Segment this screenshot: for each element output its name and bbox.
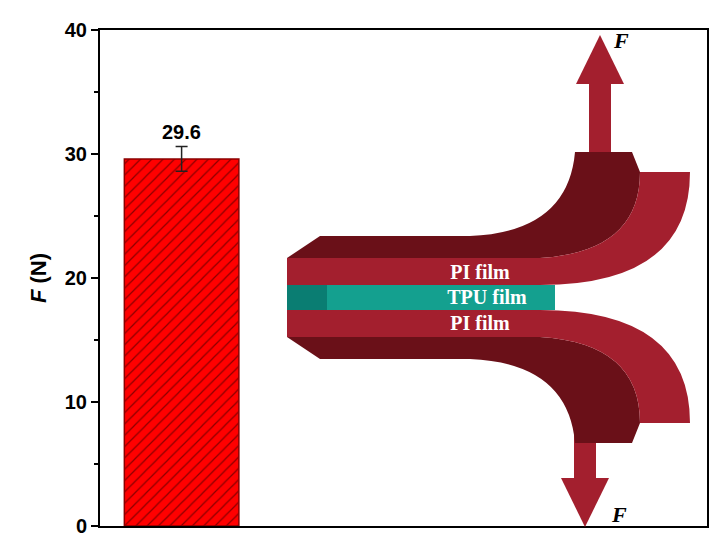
svg-text:F (N): F (N) bbox=[26, 253, 51, 303]
svg-text:29.6: 29.6 bbox=[162, 121, 201, 143]
svg-text:10: 10 bbox=[65, 391, 87, 413]
svg-text:PI film: PI film bbox=[450, 261, 510, 283]
svg-text:F: F bbox=[613, 28, 629, 53]
svg-text:PI film: PI film bbox=[450, 312, 510, 334]
svg-text:0: 0 bbox=[76, 515, 87, 537]
svg-text:20: 20 bbox=[65, 267, 87, 289]
svg-text:F: F bbox=[611, 502, 627, 527]
svg-text:30: 30 bbox=[65, 143, 87, 165]
svg-text:40: 40 bbox=[65, 19, 87, 41]
svg-text:TPU film: TPU film bbox=[447, 286, 527, 308]
